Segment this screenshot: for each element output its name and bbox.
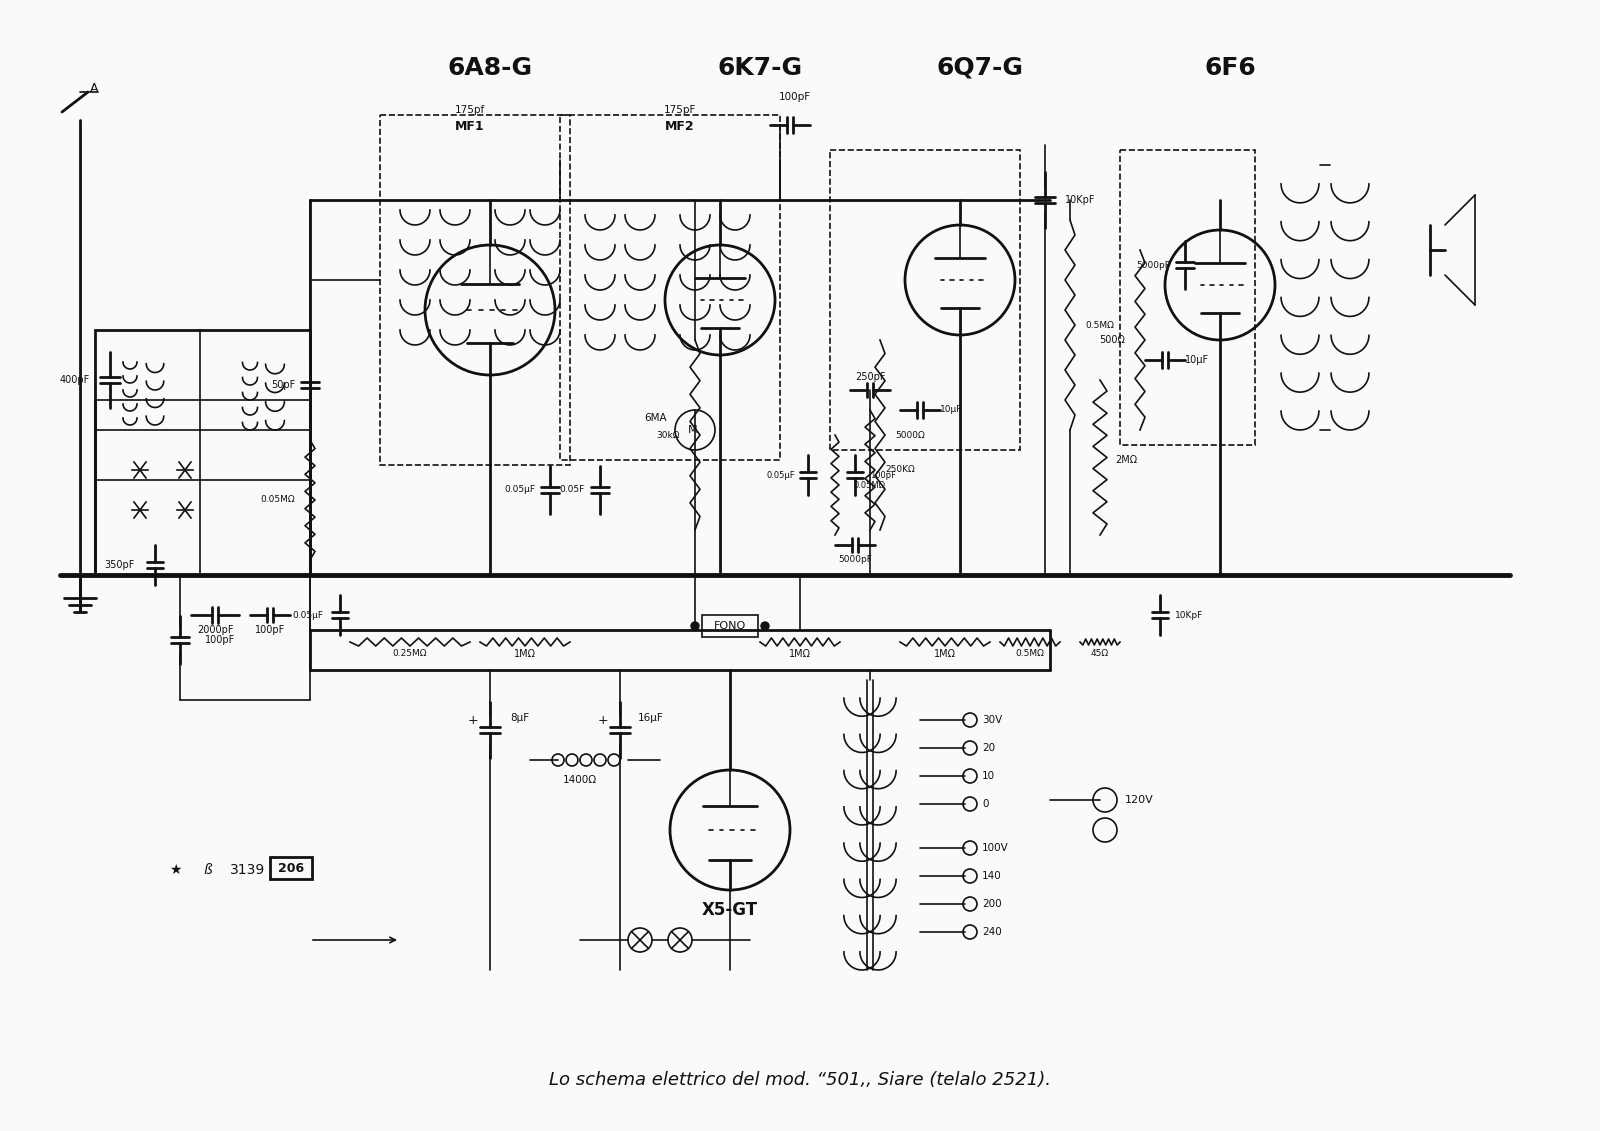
Bar	[94, 330, 310, 575]
Text: 400pF: 400pF	[59, 375, 90, 385]
Text: M: M	[688, 425, 698, 435]
Circle shape	[691, 622, 699, 630]
Text: 206: 206	[278, 862, 304, 874]
Text: +: +	[597, 714, 608, 726]
Text: 10μF: 10μF	[941, 406, 962, 414]
Text: 0.05MΩ: 0.05MΩ	[853, 481, 885, 490]
Text: 1MΩ: 1MΩ	[934, 649, 957, 659]
Text: 2MΩ: 2MΩ	[1115, 455, 1138, 465]
Text: 8μF: 8μF	[510, 713, 530, 723]
Text: 0.5MΩ: 0.5MΩ	[1085, 320, 1114, 329]
Text: 240: 240	[982, 927, 1002, 936]
Text: 1MΩ: 1MΩ	[514, 649, 536, 659]
Text: ß: ß	[203, 863, 213, 877]
Text: 1MΩ: 1MΩ	[789, 649, 811, 659]
Text: 6A8-G: 6A8-G	[448, 57, 533, 80]
Circle shape	[762, 622, 770, 630]
Text: 2000pF: 2000pF	[197, 625, 234, 634]
Text: 0.05μF: 0.05μF	[291, 611, 323, 620]
Text: 16μF: 16μF	[638, 713, 664, 723]
Text: 175pf: 175pf	[454, 105, 485, 115]
Bar	[560, 115, 781, 460]
Text: 100pF: 100pF	[205, 634, 235, 645]
Text: FONO: FONO	[714, 621, 746, 631]
Text: 120V: 120V	[1125, 795, 1154, 805]
Text: 5000pF: 5000pF	[1136, 260, 1170, 269]
Text: 140: 140	[982, 871, 1002, 881]
Text: 0.25MΩ: 0.25MΩ	[392, 649, 427, 658]
Text: MF1: MF1	[454, 121, 485, 133]
Text: MF2: MF2	[666, 121, 694, 133]
Text: 5000pF: 5000pF	[838, 555, 872, 564]
Bar	[270, 857, 312, 879]
Text: 10KpF: 10KpF	[1066, 195, 1096, 205]
Text: 6Q7-G: 6Q7-G	[936, 57, 1024, 80]
Text: +: +	[467, 714, 478, 726]
Text: 500Ω: 500Ω	[1099, 335, 1125, 345]
Text: 0.05μF: 0.05μF	[504, 485, 534, 494]
Text: 0.05MΩ: 0.05MΩ	[261, 495, 294, 504]
Text: 6K7-G: 6K7-G	[717, 57, 803, 80]
Text: 200: 200	[982, 899, 1002, 909]
Text: 5000Ω: 5000Ω	[894, 431, 925, 440]
Text: 100pF: 100pF	[870, 470, 896, 480]
Text: 0: 0	[982, 798, 989, 809]
Text: 10μF: 10μF	[1186, 355, 1210, 365]
Text: 250KΩ: 250KΩ	[885, 466, 915, 475]
Text: 350pF: 350pF	[104, 560, 134, 570]
Bar	[830, 150, 1021, 450]
Text: 6MA: 6MA	[645, 413, 667, 423]
Text: 6F6: 6F6	[1205, 57, 1256, 80]
Text: 100pF: 100pF	[254, 625, 285, 634]
Text: 10KpF: 10KpF	[1174, 611, 1203, 620]
Text: 250pF: 250pF	[854, 372, 885, 382]
Text: 30V: 30V	[982, 715, 1002, 725]
Text: 50pF: 50pF	[270, 380, 294, 390]
Text: 20: 20	[982, 743, 995, 753]
Text: 30kΩ: 30kΩ	[656, 431, 680, 440]
Text: 175pF: 175pF	[664, 105, 696, 115]
Text: ★: ★	[168, 863, 181, 877]
Text: 100pF: 100pF	[779, 92, 811, 102]
Text: 0.05F: 0.05F	[560, 485, 586, 494]
Text: X5-GT: X5-GT	[702, 901, 758, 920]
Text: 3139: 3139	[230, 863, 266, 877]
Text: 100V: 100V	[982, 843, 1008, 853]
Text: 10: 10	[982, 771, 995, 782]
Bar	[702, 615, 758, 637]
Text: 0.5MΩ: 0.5MΩ	[1016, 649, 1045, 658]
Text: 45Ω: 45Ω	[1091, 649, 1109, 658]
Text: 1400Ω: 1400Ω	[563, 775, 597, 785]
Bar	[381, 115, 570, 465]
Text: 0.05μF: 0.05μF	[766, 470, 795, 480]
Text: Lo schema elettrico del mod. “501,, Siare (telalo 2521).: Lo schema elettrico del mod. “501,, Siar…	[549, 1071, 1051, 1089]
Text: A: A	[90, 83, 99, 95]
Bar	[1120, 150, 1254, 444]
